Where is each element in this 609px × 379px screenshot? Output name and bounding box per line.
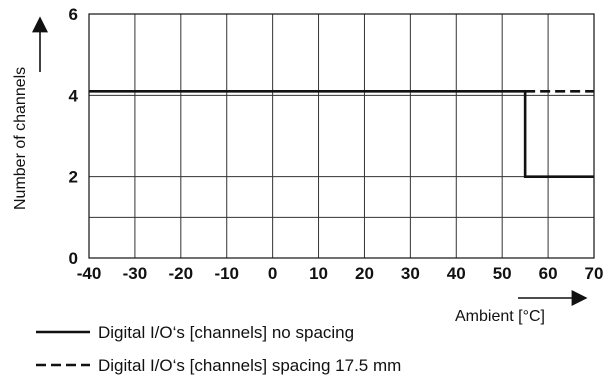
x-tick-label: 70 [585, 264, 604, 283]
legend-label-dashed: Digital I/O‘s [channels] spacing 17.5 mm [98, 356, 401, 375]
x-tick-label: -30 [123, 264, 148, 283]
y-axis-label: Number of channels [12, 67, 29, 210]
x-tick-label: -40 [77, 264, 102, 283]
x-tick-label: -20 [169, 264, 194, 283]
x-tick-label: 0 [268, 264, 277, 283]
y-tick-label: 6 [69, 5, 78, 24]
y-tick-label: 0 [69, 249, 78, 268]
grid-layer [88, 13, 595, 259]
plot-frame [88, 13, 595, 259]
legend: Digital I/O‘s [channels] no spacing Digi… [36, 323, 401, 375]
x-tick-label: 20 [355, 264, 374, 283]
series-line-solid [89, 89, 594, 178]
x-tick-label: 60 [539, 264, 558, 283]
x-tick-label: 50 [493, 264, 512, 283]
series-layer [89, 89, 594, 178]
x-axis-label: Ambient [°C] [455, 308, 545, 325]
tick-layer: -40 -30 -20 -10 0 10 20 30 40 50 60 70 0 2 4 6 [69, 5, 604, 283]
x-tick-label: 30 [401, 264, 420, 283]
x-tick-label: 10 [309, 264, 328, 283]
y-tick-label: 4 [69, 86, 79, 105]
legend-label-solid: Digital I/O‘s [channels] no spacing [98, 323, 354, 342]
x-tick-label: -10 [214, 264, 239, 283]
x-tick-label: 40 [447, 264, 466, 283]
y-tick-label: 2 [69, 168, 78, 187]
